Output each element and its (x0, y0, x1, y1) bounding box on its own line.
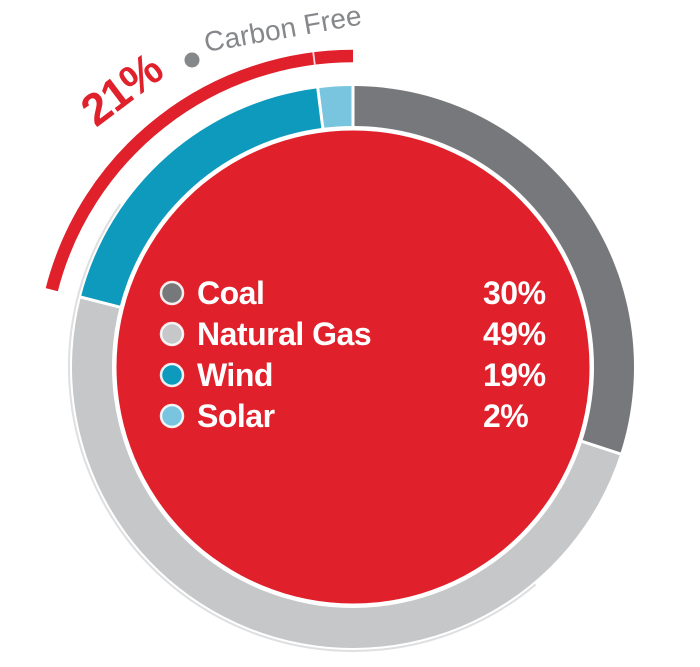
legend-swatch-natural-gas (159, 321, 185, 347)
segment-separator (316, 87, 325, 131)
legend-item-coal: Coal 30% (159, 275, 546, 311)
donut-segment-wind (80, 88, 323, 308)
segment-separator (579, 439, 622, 456)
donut-segment-coal (353, 86, 634, 454)
legend-label-natural-gas: Natural Gas (197, 316, 371, 352)
donut-ring (72, 85, 634, 648)
legend-value-solar: 2% (483, 398, 528, 434)
legend-swatch-solar (159, 403, 185, 429)
legend-swatch-wind (159, 362, 185, 388)
ring-shadow-arc (68, 203, 537, 652)
legend-label-coal: Coal (197, 275, 264, 311)
arc-hairline-separator (312, 49, 316, 67)
carbon-free-arc-path (45, 49, 354, 292)
carbon-free-label: Carbon Free (202, 0, 364, 58)
legend-value-coal: 30% (483, 275, 546, 311)
legend-value-wind: 19% (483, 357, 546, 393)
legend-item-solar: Solar 2% (159, 398, 529, 434)
carbon-free-arc (45, 49, 354, 292)
legend-label-wind: Wind (197, 357, 273, 393)
legend-label-solar: Solar (197, 398, 275, 434)
segment-separator (79, 295, 122, 310)
donut-center-circle (116, 130, 590, 604)
ring-shadow (68, 203, 537, 652)
legend-item-wind: Wind 19% (159, 357, 546, 393)
separator-dot-icon (184, 52, 200, 68)
legend-item-natural-gas: Natural Gas 49% (159, 316, 546, 352)
legend: Coal 30% Natural Gas 49% Wind 19% Solar 2% (159, 275, 546, 434)
donut-segment-solar (317, 86, 353, 128)
legend-value-natural-gas: 49% (483, 316, 546, 352)
legend-swatch-coal (159, 280, 185, 306)
